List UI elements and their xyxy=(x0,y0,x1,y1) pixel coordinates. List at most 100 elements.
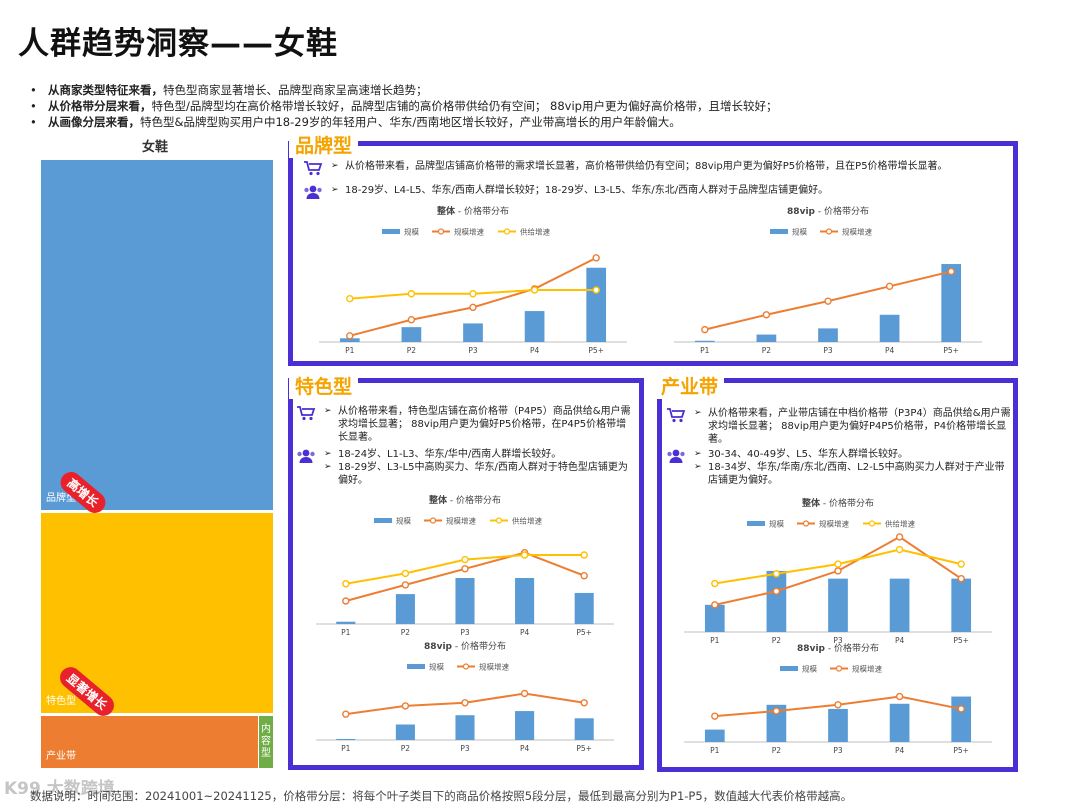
x-tick-label: P4 xyxy=(895,636,905,645)
x-tick-label: P2 xyxy=(401,628,411,637)
line-point xyxy=(401,702,410,710)
feature-panel-tab: 特色型 xyxy=(289,372,359,399)
tile-label: 内容型 xyxy=(261,724,271,759)
note-line: 从价格带来看，特色型店铺在高价格带（P4P5）商品供给&用户需求均增长显著； 8… xyxy=(324,405,632,444)
legend-label: 规模增速 xyxy=(852,664,882,674)
line-point xyxy=(711,712,719,720)
bar xyxy=(828,578,848,632)
summary-item: 从商家类型特征来看，特色型商家显著增长、品牌型商家呈高速增长趋势； xyxy=(30,82,1070,98)
x-tick-label: P3 xyxy=(460,628,470,637)
chart-title: 88vip - 价格带分布 xyxy=(787,205,869,217)
x-tick-label: P1 xyxy=(710,636,720,645)
x-tick-label: P4 xyxy=(885,346,895,355)
bar xyxy=(704,604,725,632)
bar xyxy=(515,711,535,740)
bar xyxy=(395,724,415,740)
industry-panel-tab: 产业带 xyxy=(655,372,725,399)
brand-price-note: 从价格带来看，品牌型店铺高价格带的需求增长显著，高价格带供给仍有空间；88vip… xyxy=(303,160,1003,180)
bar xyxy=(766,570,787,632)
line-point xyxy=(834,701,842,709)
legend-label: 规模增速 xyxy=(819,519,849,529)
x-tick-label: P1 xyxy=(700,346,710,355)
bar xyxy=(818,328,838,342)
treemap-tile-feature: 特色型 显著增长 xyxy=(41,513,273,721)
x-tick-label: P4 xyxy=(520,744,530,753)
feature-people-note: 18-24岁、L1-L3、华东/华中/西南人群增长较好。 18-29岁、L3-L… xyxy=(296,448,632,487)
bar xyxy=(694,340,715,342)
chart-title-bold: 88vip xyxy=(797,644,825,654)
line-point xyxy=(520,551,529,559)
bar xyxy=(704,729,725,742)
industry-price-note: 从价格带来看，产业带店铺在中档价格带（P3P4）商品供给&用户需求均增长显著； … xyxy=(666,407,1011,446)
line-point xyxy=(580,551,588,559)
x-tick-label: P5+ xyxy=(576,628,592,637)
treemap-tile-content: 内容型 xyxy=(259,716,273,768)
line-point xyxy=(885,282,894,291)
bar xyxy=(336,738,356,740)
footnote: 数据说明：时间范围：20241001~20241125，价格带分层：将每个叶子类… xyxy=(30,789,853,803)
line-point xyxy=(834,567,842,575)
line-point xyxy=(407,290,416,298)
chart-title-rest: - 价格带分布 xyxy=(447,494,501,506)
line-point xyxy=(580,699,588,707)
x-tick-label: P3 xyxy=(833,746,843,755)
user-group-icon xyxy=(666,448,688,487)
line-point xyxy=(762,311,771,319)
line-point xyxy=(407,316,416,324)
note-line: 18-24岁、L1-L3、华东/华中/西南人群增长较好。 xyxy=(324,448,632,461)
line-point xyxy=(834,560,842,568)
x-tick-label: P5+ xyxy=(588,346,604,355)
legend-swatch-bar xyxy=(747,521,765,526)
x-tick-label: P1 xyxy=(710,746,720,755)
line-point xyxy=(701,325,709,334)
x-tick-label: P4 xyxy=(895,746,905,755)
x-tick-label: P5+ xyxy=(576,744,592,753)
legend-swatch-marker xyxy=(429,517,437,524)
bar xyxy=(463,323,483,342)
brand-people-note: 18-29岁、L4-L5、华东/西南人群增长较好；18-29岁、L3-L5、华东… xyxy=(303,184,1003,204)
shopping-cart-icon xyxy=(303,160,325,180)
legend-swatch-marker xyxy=(835,665,843,672)
bar xyxy=(766,704,787,742)
line-point xyxy=(342,580,350,588)
industry-people-note: 30-34、40-49岁、L5、华东人群增长较好。 18-34岁、华东/华南/东… xyxy=(666,448,1011,487)
line-point xyxy=(957,574,965,583)
treemap-tile-brand: 品牌型 高增长 xyxy=(41,160,273,518)
chart-title-bold: 整体 xyxy=(801,497,821,509)
x-tick-label: P1 xyxy=(341,744,351,753)
legend-swatch-marker xyxy=(503,228,511,235)
chart-title-rest: - 价格带分布 xyxy=(455,205,509,217)
shopping-cart-icon xyxy=(666,407,688,446)
watermark: K99 大数跨境 xyxy=(4,779,115,799)
x-tick-label: P4 xyxy=(520,628,530,637)
line-point xyxy=(957,560,965,568)
x-tick-label: P5+ xyxy=(953,746,969,755)
line-point xyxy=(342,710,350,718)
legend-swatch-bar xyxy=(382,229,400,234)
legend-swatch-bar xyxy=(407,664,425,669)
legend-swatch-marker xyxy=(825,228,833,235)
legend-swatch-marker xyxy=(802,520,810,527)
bar xyxy=(455,715,475,740)
brand-panel-tab: 品牌型 xyxy=(289,131,359,158)
note-line: 30-34、40-49岁、L5、华东人群增长较好。 xyxy=(694,448,1011,461)
bar xyxy=(336,621,356,624)
chart-title-bold: 88vip xyxy=(787,207,815,217)
note-line: 从价格带来看，产业带店铺在中档价格带（P3P4）商品供给&用户需求均增长显著； … xyxy=(694,407,1011,446)
line-point xyxy=(580,571,588,580)
treemap-tile-industry: 产业带 xyxy=(41,716,258,768)
line-point xyxy=(895,545,904,554)
chart-title: 88vip - 价格带分布 xyxy=(424,640,506,652)
chart-title-rest: - 价格带分布 xyxy=(825,642,879,654)
chart-title: 整体 - 价格带分布 xyxy=(801,497,874,509)
line-point xyxy=(957,705,965,713)
shopping-cart-icon xyxy=(296,405,318,444)
tile-label: 特色型 xyxy=(46,696,76,707)
x-tick-label: P3 xyxy=(833,636,843,645)
legend-label: 规模 xyxy=(802,664,817,674)
summary-item: 从价格带分层来看，特色型/品牌型均在高价格带增长较好，品牌型店铺的高价格带供给仍… xyxy=(30,98,1070,114)
x-tick-label: P5+ xyxy=(943,346,959,355)
line-point xyxy=(895,692,904,701)
